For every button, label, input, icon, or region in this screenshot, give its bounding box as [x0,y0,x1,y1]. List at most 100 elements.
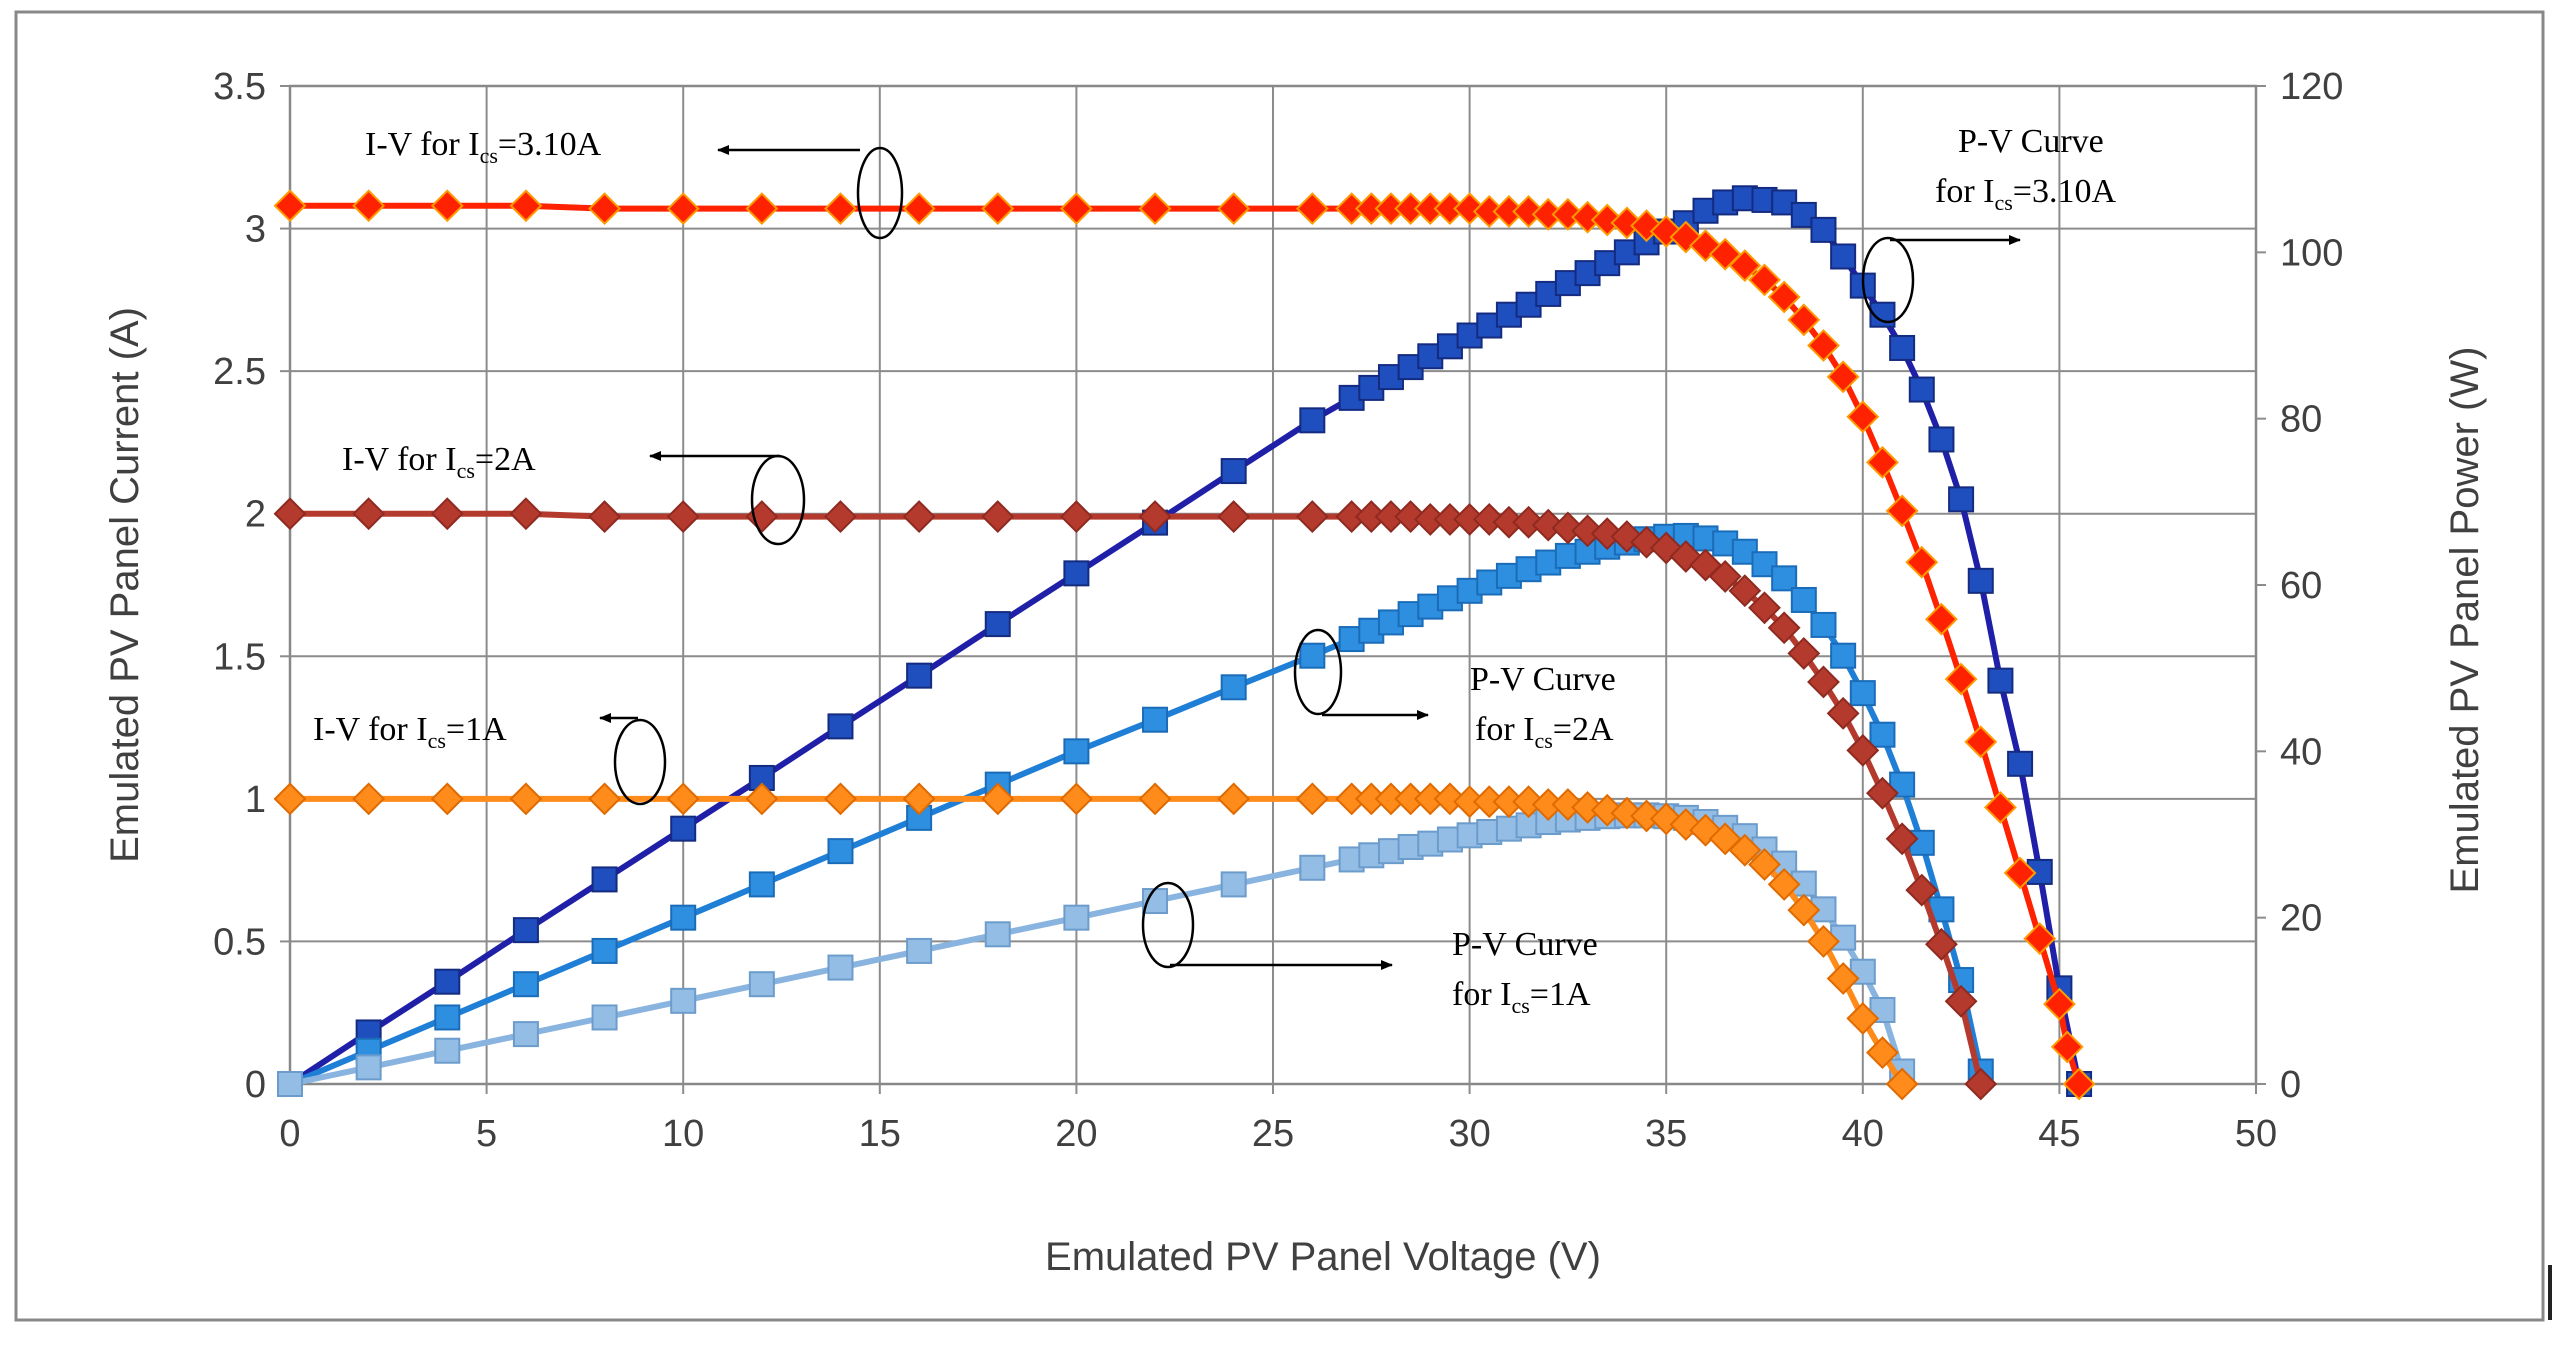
data-point [1590,203,1624,237]
data-point [1436,585,1463,612]
data-point [745,782,779,816]
data-point [981,192,1015,226]
data-point [1217,782,1251,816]
annotation-iv-3.10a: I-V for Ics=3.10A [365,126,602,168]
data-point [906,937,933,964]
data-point [745,192,779,226]
data-point [1138,192,1172,226]
data-point [1790,586,1817,613]
data-point [670,904,697,931]
data-point [1295,500,1329,533]
data-point [1551,197,1585,231]
data-point [1767,867,1801,901]
data-point [1433,782,1467,816]
y-left-tick-label: 0.5 [213,921,266,963]
data-point [273,497,307,531]
data-point [1846,1002,1880,1035]
annotation-pv-1a-line2: for Ics=1A [1452,976,1591,1018]
data-point [906,662,933,689]
data-point [1217,192,1251,226]
data-point [588,782,621,816]
data-point [1925,927,1958,961]
data-point [1610,206,1644,240]
data-point [512,917,539,944]
data-point [981,500,1015,533]
series-i-v-ics-2a [273,497,1998,1101]
series-i-v-ics-3.10a [273,189,2096,1101]
data-point [1610,796,1644,830]
series-layer [273,185,2096,1101]
data-point [512,971,539,998]
data-point [670,815,697,842]
data-point [588,500,621,533]
y-left-axis-label: Emulated PV Panel Current (A) [103,307,147,863]
data-point [1571,790,1604,824]
data-point [1059,782,1093,816]
annotation-ellipse-iv-2a [750,454,806,546]
data-point [827,838,854,865]
data-point [588,192,621,226]
data-point [1453,192,1487,226]
data-point [1869,721,1896,748]
data-point [1059,500,1093,533]
data-point [666,500,700,533]
x-tick-label: 15 [859,1113,901,1155]
data-point [1849,680,1876,707]
data-point [1708,560,1742,593]
data-point [1866,1036,1899,1070]
data-point [273,782,307,816]
data-point [2062,1067,2096,1101]
data-point [1299,854,1326,881]
data-point [1063,560,1090,587]
annotation-ellipse-pv-3.10a [1861,236,1915,324]
x-tick-label: 35 [1645,1113,1687,1155]
data-point [1138,500,1172,533]
data-point [1807,925,1840,958]
annotation-pv-3.10a-line2: for Ics=3.10A [1935,173,2116,215]
y-right-tick-label: 80 [2280,399,2322,441]
data-point [748,871,775,898]
y-right-tick-label: 0 [2280,1064,2301,1106]
data-point [1512,505,1545,539]
data-point [827,954,854,981]
data-point [1295,782,1329,816]
data-point [434,1037,461,1064]
data-point [1908,376,1935,403]
y-left-tick-label: 2 [245,494,266,536]
y-left-tick-label: 1 [245,779,266,821]
data-point [1217,500,1251,533]
x-tick-label: 50 [2235,1113,2277,1155]
data-point [1928,426,1955,453]
data-point [512,1021,539,1048]
data-point [1967,567,1994,594]
annotation-pv-1a-line1: P-V Curve [1452,926,1598,963]
data-point [1142,706,1169,733]
annotation-ellipse-pv-1a [1141,881,1195,969]
data-point [1512,195,1545,228]
data-point [1787,303,1821,337]
data-point [1590,793,1624,827]
y-left-tick-label: 1.5 [213,636,266,678]
data-point [1948,486,1975,513]
annotation-pv-2a-line2: for Ics=2A [1475,711,1614,753]
data-point [1885,1067,1919,1101]
data-point [1728,574,1762,608]
data-point [273,189,307,223]
series-i-v-ics-1a [273,782,1919,1101]
data-point [1964,725,1998,759]
data-point [1748,591,1781,625]
data-point [1830,243,1857,270]
y-right-axis-label: Emulated PV Panel Power (W) [2443,347,2487,894]
data-point [509,497,543,531]
data-point [666,192,700,226]
data-point [1944,662,1978,696]
data-point [824,192,857,226]
data-point [1826,696,1860,730]
data-point [591,937,618,964]
y-right-tick-label: 20 [2280,898,2322,940]
data-point [1905,545,1939,579]
data-point [591,1004,618,1031]
y-left-axis-ticks: 0 0.5 1 1.5 2 2.5 3 3.5 [213,66,290,1106]
data-point [2023,922,2057,955]
